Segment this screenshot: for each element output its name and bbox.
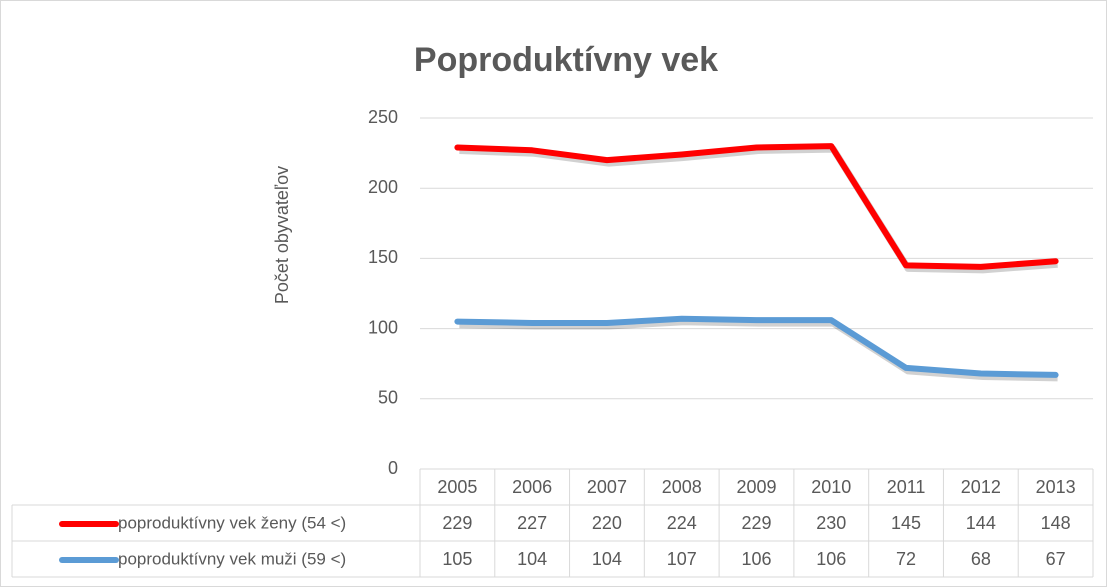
y-tick-label: 150 bbox=[368, 247, 398, 267]
table-value: 229 bbox=[741, 513, 771, 533]
y-tick-label: 200 bbox=[368, 177, 398, 197]
x-tick-label: 2005 bbox=[437, 477, 477, 497]
x-tick-label: 2008 bbox=[662, 477, 702, 497]
table-value: 67 bbox=[1046, 549, 1066, 569]
table-value: 107 bbox=[667, 549, 697, 569]
table-value: 229 bbox=[442, 513, 472, 533]
x-tick-label: 2007 bbox=[587, 477, 627, 497]
table-value: 145 bbox=[891, 513, 921, 533]
table-value: 230 bbox=[816, 513, 846, 533]
x-tick-label: 2009 bbox=[736, 477, 776, 497]
x-tick-label: 2006 bbox=[512, 477, 552, 497]
x-tick-label: 2012 bbox=[961, 477, 1001, 497]
y-tick-label: 100 bbox=[368, 317, 398, 337]
table-value: 68 bbox=[971, 549, 991, 569]
y-axis-label: Počet obyvateľov bbox=[272, 166, 292, 304]
y-tick-label: 250 bbox=[368, 107, 398, 127]
table-value: 144 bbox=[966, 513, 996, 533]
chart-title: Poproduktívny vek bbox=[414, 41, 718, 79]
series-line bbox=[454, 143, 1059, 270]
table-value: 224 bbox=[667, 513, 697, 533]
table-value: 220 bbox=[592, 513, 622, 533]
y-tick-label: 50 bbox=[378, 388, 398, 408]
y-tick-label: 0 bbox=[388, 458, 398, 478]
table-value: 104 bbox=[592, 549, 622, 569]
table-value: 106 bbox=[741, 549, 771, 569]
x-tick-label: 2013 bbox=[1036, 477, 1076, 497]
series-line bbox=[454, 315, 1059, 378]
x-tick-label: 2010 bbox=[811, 477, 851, 497]
table-value: 106 bbox=[816, 549, 846, 569]
table-value: 148 bbox=[1041, 513, 1071, 533]
table-value: 105 bbox=[442, 549, 472, 569]
table-value: 227 bbox=[517, 513, 547, 533]
x-tick-label: 2011 bbox=[887, 477, 926, 497]
legend-label: poproduktívny vek muži (59 <) bbox=[118, 549, 346, 568]
legend-label: poproduktívny vek ženy (54 <) bbox=[118, 513, 346, 532]
table-value: 72 bbox=[896, 549, 916, 569]
table-value: 104 bbox=[517, 549, 547, 569]
